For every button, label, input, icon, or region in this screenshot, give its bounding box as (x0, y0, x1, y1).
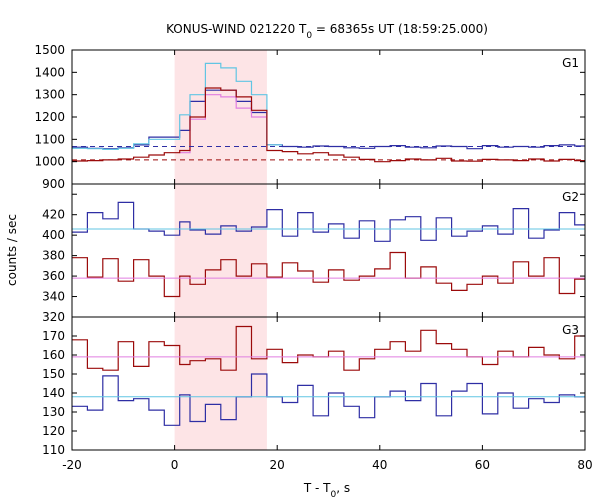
x-tick-label: 40 (372, 458, 387, 472)
y-tick-label: 130 (42, 405, 65, 419)
count-rate-series-dark-red (72, 87, 585, 163)
emission-interval-highlight (174, 317, 267, 450)
y-tick-label: 1400 (34, 65, 65, 79)
panel-label: G3 (562, 323, 579, 337)
y-tick-label: 320 (42, 310, 65, 324)
x-tick-label: -20 (62, 458, 82, 472)
y-tick-label: 140 (42, 386, 65, 400)
y-tick-label: 1300 (34, 88, 65, 102)
x-tick-label: 20 (270, 458, 285, 472)
panel-g1: 900 1000 1100 1200 1300 1400 1500 G1 (34, 43, 586, 191)
count-rate-series-dark-red (72, 251, 585, 298)
emission-interval-highlight (174, 184, 267, 317)
title-subscript: 0 (306, 31, 312, 41)
x-tick-label: 80 (577, 458, 592, 472)
y-tick-label: 170 (42, 329, 65, 343)
x-tick-label: 60 (475, 458, 490, 472)
y-tick-label: 110 (42, 443, 65, 457)
y-tick-label: 1100 (34, 132, 65, 146)
y-tick-label: 400 (42, 228, 65, 242)
panel-label: G2 (562, 190, 579, 204)
y-tick-label: 120 (42, 424, 65, 438)
x-axis-subscript: 0 (331, 490, 337, 500)
y-tick-label: 380 (42, 249, 65, 263)
panel-label: G1 (562, 56, 579, 70)
chart-title: KONUS-WIND 021220 T0 = 68365s UT (18:59:… (166, 22, 488, 41)
y-tick-label: 340 (42, 290, 65, 304)
x-tick-label: 0 (171, 458, 179, 472)
count-rate-series-dark-red (72, 325, 585, 371)
y-tick-label: 900 (42, 177, 65, 191)
panel-g3: 110 120 130 140 150 160 170 G3 (42, 316, 586, 457)
y-axis-title: counts / sec (5, 214, 19, 286)
y-tick-label: 160 (42, 348, 65, 362)
panel-frame (71, 49, 586, 185)
panel-g2: 320 340 360 380 400 420 G2 (42, 183, 586, 324)
x-axis: -20 0 20 40 60 80 (62, 458, 592, 472)
y-tick-label: 1200 (34, 110, 65, 124)
y-tick-label: 360 (42, 269, 65, 283)
panel-frame (71, 316, 586, 451)
count-rate-series-dark-blue (72, 373, 585, 426)
x-axis-title: T - T0, s (303, 481, 350, 500)
count-rate-series-light-blue (72, 62, 283, 150)
y-tick-label: 150 (42, 367, 65, 381)
panel-frame (71, 183, 586, 318)
y-tick-label: 1500 (34, 43, 65, 57)
count-rate-series-dark-blue (72, 201, 585, 242)
panels-layer: 900 1000 1100 1200 1300 1400 1500 G1 320 340 360 38… (34, 43, 586, 457)
y-tick-label: 420 (42, 208, 65, 222)
y-tick-label: 1000 (34, 155, 65, 169)
